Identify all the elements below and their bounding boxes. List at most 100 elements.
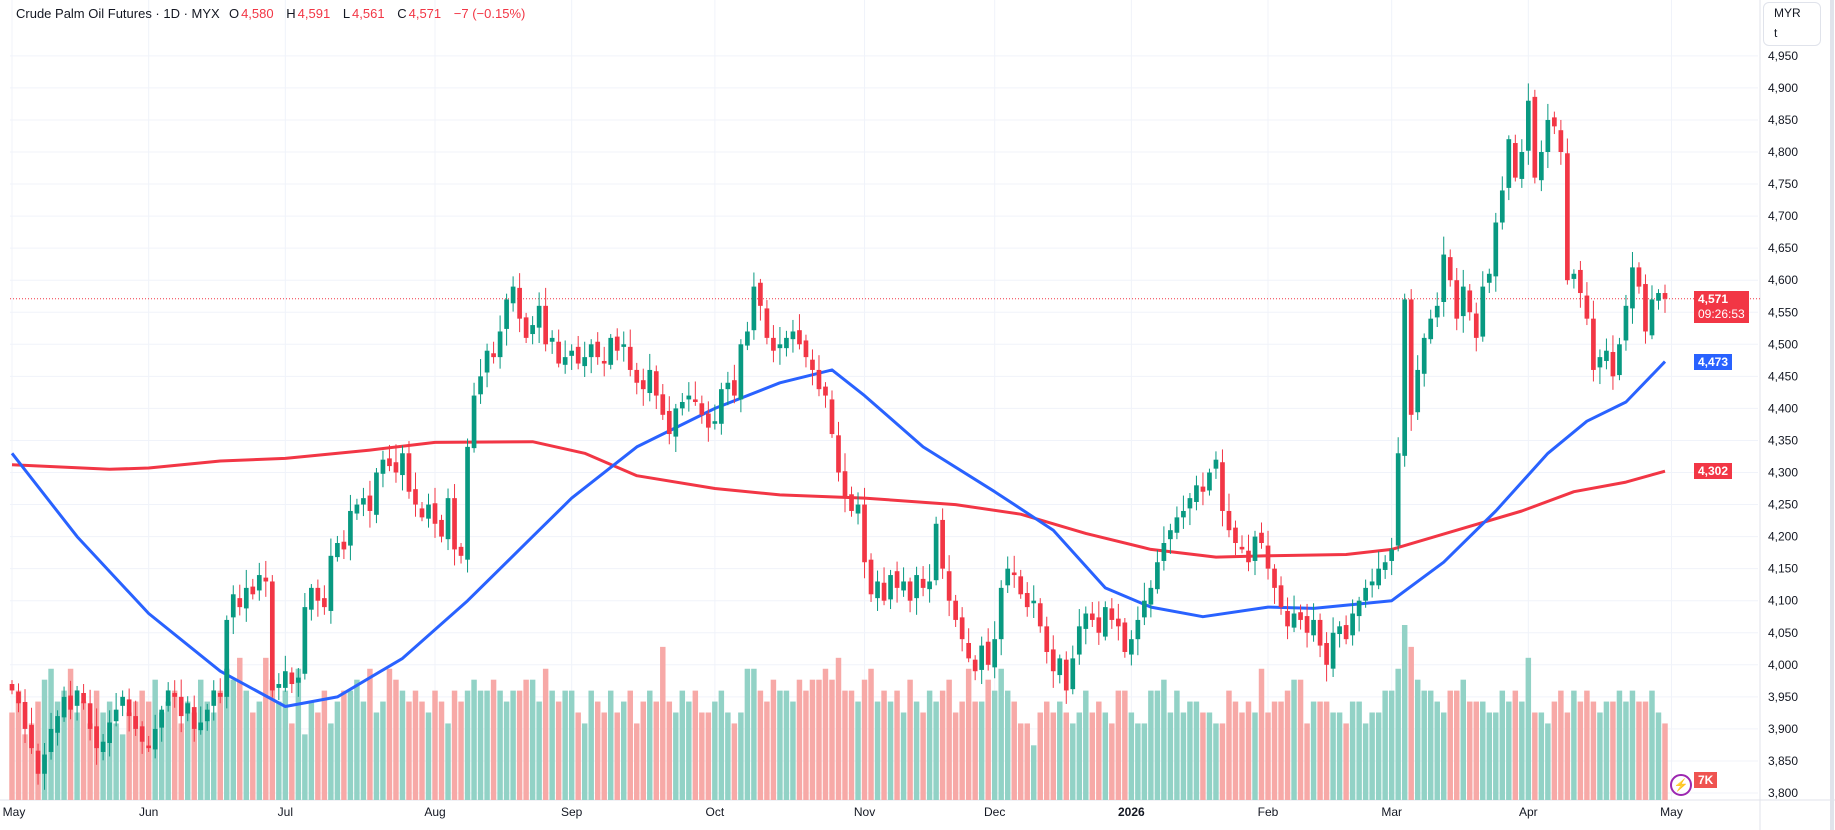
volume-bar: [692, 690, 699, 800]
volume-bar: [1167, 712, 1174, 800]
candle-body: [484, 350, 490, 373]
candle-body: [113, 709, 119, 722]
volume-bar: [1323, 701, 1330, 800]
volume-bar: [289, 723, 295, 800]
volume-bar: [178, 723, 184, 800]
candle-body: [588, 344, 594, 358]
candle-body: [152, 728, 158, 750]
candle-body: [894, 571, 900, 588]
candle-body: [1129, 639, 1134, 655]
volume-bar: [217, 690, 223, 800]
volume-bar: [419, 701, 425, 800]
volume-bar: [1083, 690, 1089, 800]
y-tick-label: 4,900: [1768, 81, 1798, 95]
candle-body: [1428, 318, 1434, 340]
candle-body: [1220, 462, 1225, 511]
volume-bar: [204, 701, 210, 800]
volume-bar: [1024, 723, 1030, 800]
volume-bar: [269, 679, 276, 800]
volume-bar: [913, 701, 920, 800]
x-tick-label: Oct: [706, 805, 725, 819]
currency-unit-button[interactable]: MYR t: [1763, 2, 1821, 46]
volume-bar: [1076, 712, 1083, 800]
candle-body: [1057, 658, 1063, 676]
close-label: C: [397, 6, 407, 21]
candle-body: [979, 645, 985, 670]
volume-bar: [224, 668, 230, 800]
candle-body: [458, 546, 464, 556]
volume-bar: [1109, 723, 1115, 800]
volume-bar: [503, 701, 510, 800]
candle-body: [263, 577, 269, 582]
candle-body: [1187, 498, 1193, 509]
volume-bar: [263, 657, 269, 800]
volume-bar: [1037, 712, 1043, 800]
volume-bar: [22, 734, 28, 800]
volume-bar: [256, 701, 263, 800]
candle-body: [907, 581, 913, 601]
candle-body: [601, 360, 607, 364]
ma-fast-line: [10, 360, 1667, 708]
candle-body: [465, 446, 470, 560]
volume-bar: [406, 701, 412, 800]
volume-bar: [341, 690, 347, 800]
candle-body: [575, 346, 581, 364]
candle-body: [1630, 267, 1635, 309]
candle-body: [1578, 269, 1583, 294]
candle-body: [966, 643, 972, 659]
candle-body: [556, 341, 562, 364]
volume-bar: [1187, 701, 1193, 800]
volume-bar: [1362, 723, 1369, 800]
candle-body: [816, 369, 822, 390]
candle-body: [1272, 568, 1277, 588]
volume-bar: [673, 712, 679, 800]
candle-body: [738, 344, 744, 400]
volume-bar: [321, 690, 328, 800]
candle-body: [1584, 295, 1590, 319]
candle-body: [920, 578, 926, 588]
currency-label: MYR: [1774, 6, 1801, 20]
candle-body: [55, 716, 60, 733]
change-value: −7 (−0.15%): [453, 6, 526, 21]
volume-bar: [1571, 690, 1577, 800]
lightning-icon[interactable]: ⚡: [1670, 774, 1692, 796]
volume-bar: [1232, 701, 1239, 800]
volume-bar: [1265, 712, 1271, 800]
candle-body: [1233, 527, 1238, 544]
volume-bar: [445, 723, 451, 800]
x-tick-label: Feb: [1258, 805, 1279, 819]
volume-bar: [575, 712, 581, 800]
candle-body: [165, 690, 171, 706]
volume-bar: [61, 690, 67, 800]
candle-body: [1115, 618, 1121, 627]
candle-body: [1135, 619, 1141, 640]
volume-bar: [594, 701, 601, 800]
candle-body: [361, 498, 366, 505]
volume-bar: [946, 679, 952, 800]
candle-body: [712, 421, 718, 424]
candle-body: [888, 575, 893, 600]
candle-body: [1610, 351, 1616, 377]
volume-bar: [1219, 723, 1226, 800]
volume-bar: [1649, 690, 1655, 800]
candle-body: [901, 581, 906, 591]
symbol-title[interactable]: Crude Palm Oil Futures · 1D · MYX: [16, 6, 220, 21]
candle-body: [1213, 459, 1219, 469]
volume-bar: [451, 690, 458, 800]
candle-body: [1434, 305, 1440, 318]
volume-bar: [1460, 679, 1466, 800]
ma-slow-tag: 4,302: [1694, 463, 1733, 480]
x-tick-label: Apr: [1519, 805, 1538, 819]
y-tick-label: 3,900: [1768, 722, 1798, 736]
volume-bar: [777, 690, 783, 800]
candle-body: [1643, 284, 1648, 332]
volume-bar: [1427, 690, 1434, 800]
y-tick-label: 3,950: [1768, 690, 1798, 704]
volume-bar: [1349, 701, 1356, 800]
volume-bar: [1226, 690, 1232, 800]
candle-body: [107, 722, 112, 744]
y-tick-label: 4,300: [1768, 466, 1798, 480]
candle-body: [68, 695, 73, 710]
volume-bar: [74, 712, 80, 800]
